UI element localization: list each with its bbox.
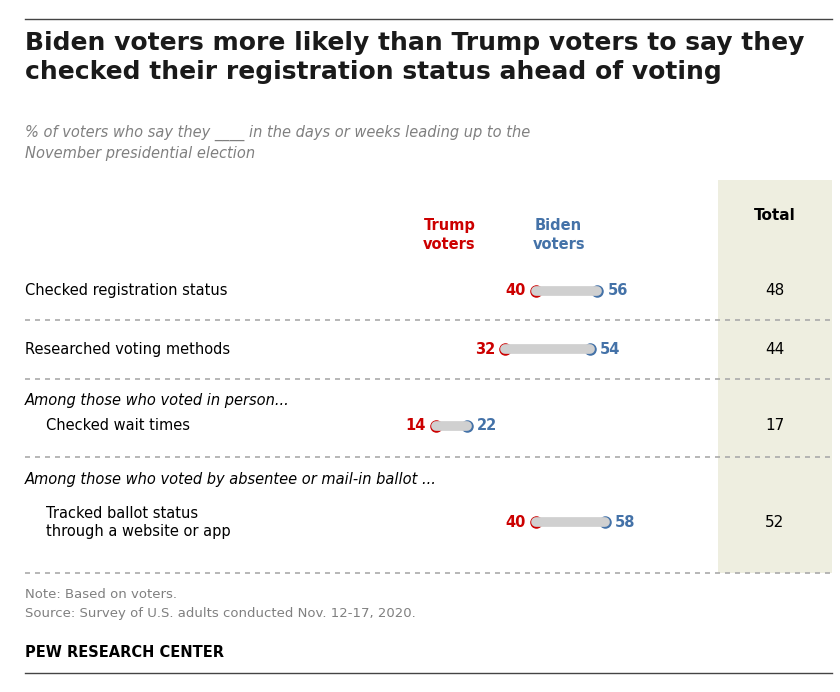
Text: Checked registration status: Checked registration status [25, 283, 228, 298]
Text: Among those who voted by absentee or mail-in ballot ...: Among those who voted by absentee or mai… [25, 472, 437, 487]
Text: Note: Based on voters.
Source: Survey of U.S. adults conducted Nov. 12-17, 2020.: Note: Based on voters. Source: Survey of… [25, 588, 416, 620]
Text: Tracked ballot status
through a website or app: Tracked ballot status through a website … [46, 506, 231, 539]
Text: 40: 40 [506, 515, 526, 530]
Text: 54: 54 [600, 342, 620, 357]
Text: 56: 56 [607, 283, 627, 298]
Text: % of voters who say they ____ in the days or weeks leading up to the
November pr: % of voters who say they ____ in the day… [25, 125, 530, 161]
Text: 44: 44 [765, 342, 785, 357]
Text: Researched voting methods: Researched voting methods [25, 342, 230, 357]
Text: PEW RESEARCH CENTER: PEW RESEARCH CENTER [25, 645, 224, 660]
Text: Biden
voters: Biden voters [533, 218, 585, 252]
Text: Total: Total [754, 208, 795, 223]
Text: 52: 52 [765, 515, 785, 530]
Text: 58: 58 [615, 515, 636, 530]
Text: Biden voters more likely than Trump voters to say they
checked their registratio: Biden voters more likely than Trump vote… [25, 31, 805, 84]
Text: 22: 22 [477, 418, 497, 433]
Text: Among those who voted in person...: Among those who voted in person... [25, 393, 290, 408]
Text: 17: 17 [765, 418, 785, 433]
Text: Trump
voters: Trump voters [423, 218, 475, 252]
Text: 14: 14 [406, 418, 426, 433]
Text: Checked wait times: Checked wait times [46, 418, 190, 433]
Text: 40: 40 [506, 283, 526, 298]
Text: 32: 32 [475, 342, 495, 357]
Text: 48: 48 [765, 283, 785, 298]
